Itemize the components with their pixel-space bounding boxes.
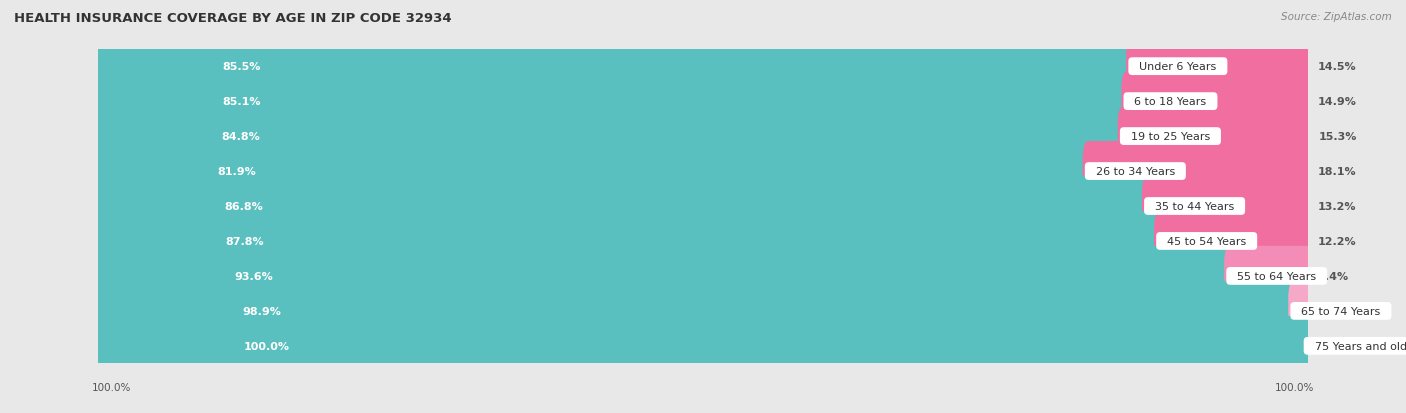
Text: 14.9%: 14.9% xyxy=(1317,97,1357,107)
FancyBboxPatch shape xyxy=(89,235,1317,318)
FancyBboxPatch shape xyxy=(1154,211,1313,271)
Text: 81.9%: 81.9% xyxy=(218,166,256,177)
Text: 65 to 74 Years: 65 to 74 Years xyxy=(1295,306,1388,316)
FancyBboxPatch shape xyxy=(89,95,1317,178)
Text: 45 to 54 Years: 45 to 54 Years xyxy=(1160,236,1253,247)
FancyBboxPatch shape xyxy=(1126,37,1313,97)
FancyBboxPatch shape xyxy=(93,37,1139,97)
Text: 85.1%: 85.1% xyxy=(222,97,260,107)
Text: HEALTH INSURANCE COVERAGE BY AGE IN ZIP CODE 32934: HEALTH INSURANCE COVERAGE BY AGE IN ZIP … xyxy=(14,12,451,25)
FancyBboxPatch shape xyxy=(1122,72,1313,132)
FancyBboxPatch shape xyxy=(93,176,1154,237)
FancyBboxPatch shape xyxy=(89,165,1317,248)
Text: 87.8%: 87.8% xyxy=(226,236,264,247)
Text: 18.1%: 18.1% xyxy=(1317,166,1355,177)
FancyBboxPatch shape xyxy=(93,142,1095,202)
FancyBboxPatch shape xyxy=(1083,142,1313,202)
FancyBboxPatch shape xyxy=(89,25,1317,109)
Text: 100.0%: 100.0% xyxy=(91,382,131,392)
Text: 0.0%: 0.0% xyxy=(1317,341,1348,351)
FancyBboxPatch shape xyxy=(1118,107,1315,167)
FancyBboxPatch shape xyxy=(89,199,1317,283)
Text: 85.5%: 85.5% xyxy=(222,62,262,72)
FancyBboxPatch shape xyxy=(89,304,1317,388)
Text: 19 to 25 Years: 19 to 25 Years xyxy=(1123,132,1218,142)
Text: 100.0%: 100.0% xyxy=(1275,382,1315,392)
Text: Under 6 Years: Under 6 Years xyxy=(1132,62,1223,72)
FancyBboxPatch shape xyxy=(93,281,1301,341)
Text: 98.9%: 98.9% xyxy=(242,306,281,316)
Text: Source: ZipAtlas.com: Source: ZipAtlas.com xyxy=(1281,12,1392,22)
FancyBboxPatch shape xyxy=(93,72,1133,132)
FancyBboxPatch shape xyxy=(93,211,1166,271)
Text: 13.2%: 13.2% xyxy=(1317,202,1355,211)
Text: 35 to 44 Years: 35 to 44 Years xyxy=(1147,202,1241,211)
Text: 75 Years and older: 75 Years and older xyxy=(1308,341,1406,351)
FancyBboxPatch shape xyxy=(89,269,1317,353)
Text: 15.3%: 15.3% xyxy=(1319,132,1357,142)
Text: 86.8%: 86.8% xyxy=(225,202,263,211)
Text: 1.2%: 1.2% xyxy=(1319,306,1350,316)
FancyBboxPatch shape xyxy=(1225,246,1313,306)
FancyBboxPatch shape xyxy=(93,316,1313,376)
FancyBboxPatch shape xyxy=(89,130,1317,214)
FancyBboxPatch shape xyxy=(1288,281,1315,341)
Text: 12.2%: 12.2% xyxy=(1317,236,1355,247)
Text: 6.4%: 6.4% xyxy=(1317,271,1348,281)
Text: 26 to 34 Years: 26 to 34 Years xyxy=(1088,166,1182,177)
FancyBboxPatch shape xyxy=(89,60,1317,144)
Text: 55 to 64 Years: 55 to 64 Years xyxy=(1230,271,1323,281)
FancyBboxPatch shape xyxy=(1142,176,1313,237)
Text: 6 to 18 Years: 6 to 18 Years xyxy=(1128,97,1213,107)
Text: 14.5%: 14.5% xyxy=(1317,62,1355,72)
FancyBboxPatch shape xyxy=(93,107,1130,167)
Text: 84.8%: 84.8% xyxy=(222,132,260,142)
Text: 100.0%: 100.0% xyxy=(243,341,290,351)
FancyBboxPatch shape xyxy=(93,246,1236,306)
Text: 93.6%: 93.6% xyxy=(235,271,273,281)
